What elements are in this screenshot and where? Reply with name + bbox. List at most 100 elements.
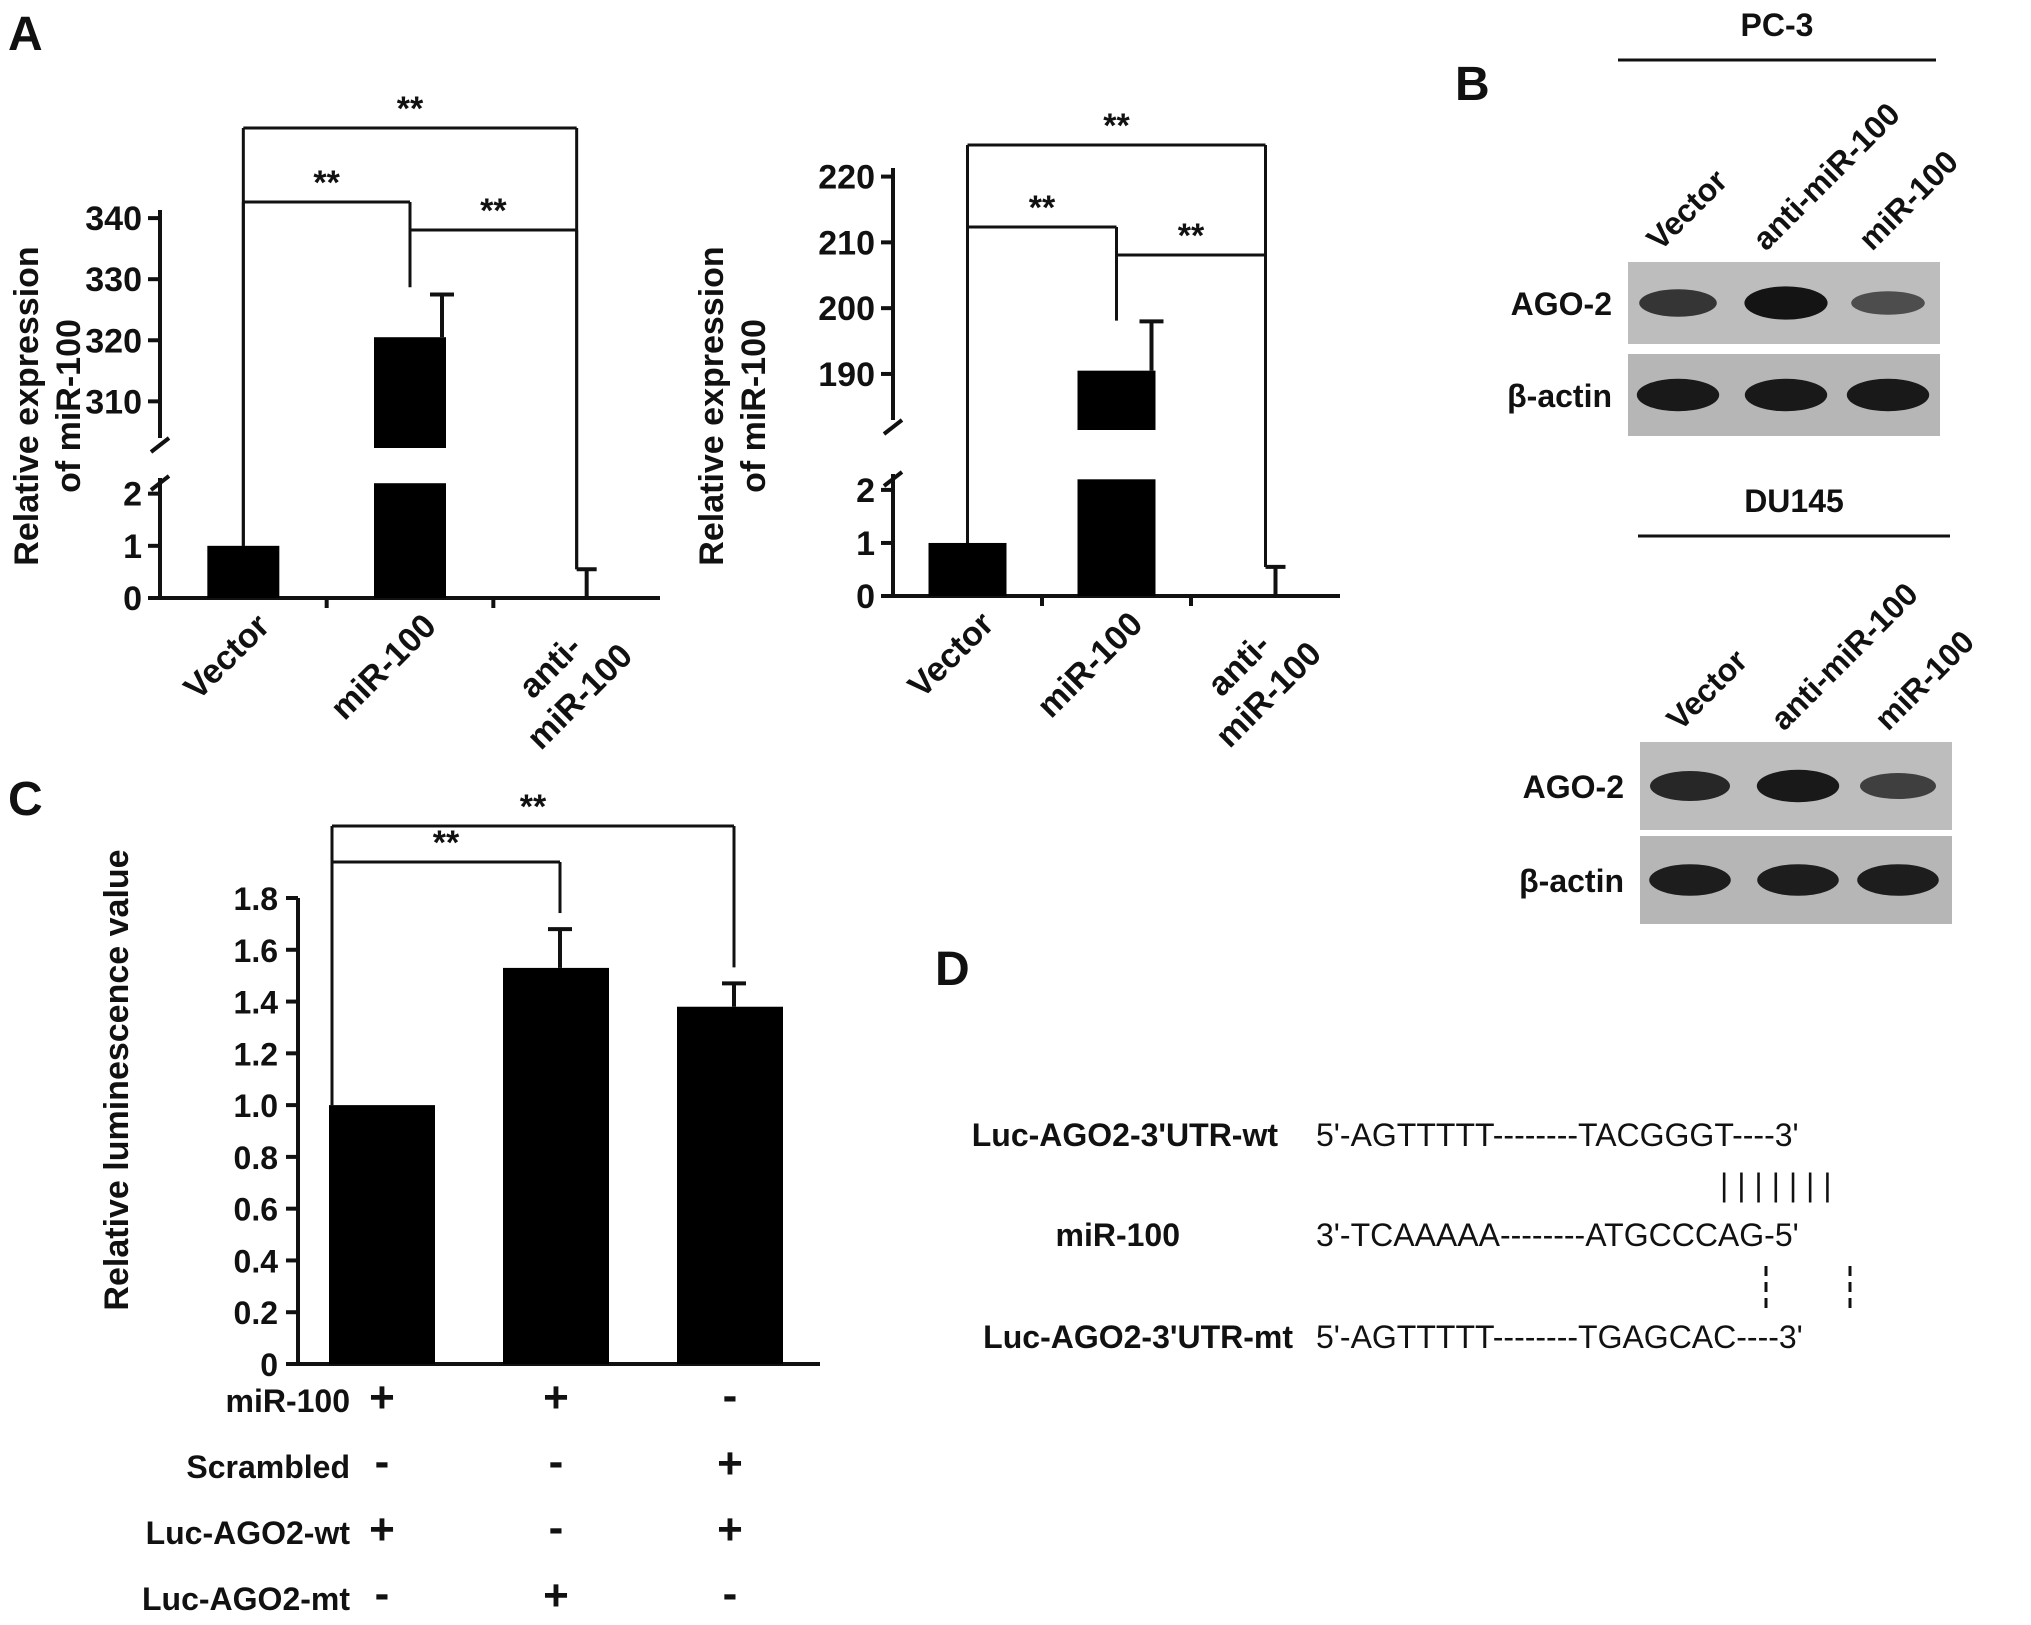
y-tick-label: 0.6 [234,1192,278,1228]
bar-upper-segment [374,337,446,448]
lane-label: Vector [1639,162,1734,257]
blot-band [1744,378,1828,412]
bar [677,1006,783,1364]
bar [503,967,609,1364]
blot-band [1639,289,1717,317]
panel-label-c: C [8,773,43,826]
axis-break-mark-upper [149,436,171,454]
condition-sign: - [549,1503,564,1552]
wt-sequence: 5'-AGTTTTT--------TACGGGT----3' [1316,1117,1799,1153]
y-tick-label: 330 [85,261,142,299]
x-category-label: miR-100 [1030,605,1150,725]
lane-label: miR-100 [1851,143,1964,256]
significance-label: ** [433,824,460,862]
y-tick-label: 1 [856,525,875,563]
blot-band [1650,771,1730,801]
condition-sign: + [543,1571,569,1620]
y-tick-label: 2 [123,476,142,514]
panel-label-d: D [935,943,970,996]
blot-band [1757,864,1839,896]
mt-sequence: 5'-AGTTTTT--------TGAGCAC----3' [1316,1319,1803,1355]
blot-band [1860,773,1936,799]
y-tick-label: 200 [818,290,875,328]
bar-lower-segment [374,483,446,598]
condition-sign: - [723,1371,738,1420]
y-tick-label: 0 [260,1347,278,1383]
y-axis-label: Relative luminescence value [98,849,136,1310]
x-category-label: Vector [177,607,277,707]
significance-label: ** [480,192,507,230]
significance-label: ** [1103,107,1130,145]
blot-band [1851,291,1925,315]
y-tick-label: 1.2 [234,1036,278,1072]
blot-row-label: β-actin [1519,863,1624,899]
panel-label-b: B [1455,58,1490,111]
wt-label: Luc-AGO2-3'UTR-wt [972,1117,1279,1153]
blot-band [1636,378,1720,412]
significance-label: ** [520,788,547,826]
condition-sign: + [369,1505,395,1554]
significance-label: ** [397,90,424,128]
y-tick-label: 310 [85,383,142,421]
significance-label: ** [1178,217,1205,255]
blot-band [1756,769,1840,803]
blot-row-label: AGO-2 [1523,769,1624,805]
lane-label: Vector [1659,642,1754,737]
significance-label: ** [313,164,340,202]
blot-band [1744,286,1828,320]
y-tick-label: 0 [856,578,875,616]
cell-line-label: DU145 [1744,483,1844,519]
condition-row-label: Luc-AGO2-wt [146,1515,351,1551]
x-category-label-line: Vector [901,605,1001,705]
chart-a-right: 0 1 2 190 200 210 220 Vector miR-100 anti-miR-100… [693,107,1340,755]
bar [928,542,1007,596]
axis-break-mark-upper [882,418,904,436]
cell-line-label: PC-3 [1741,7,1814,43]
condition-row-label: miR-100 [226,1383,351,1419]
y-tick-label: 0.2 [234,1295,278,1331]
condition-sign: - [375,1437,390,1486]
x-category-label: anti-miR-100 [490,607,640,757]
y-axis-label-line: of miR-100 [50,319,88,493]
y-axis-label: Relative expression of miR-100 [8,246,88,565]
y-tick-label: 1.8 [234,881,278,917]
y-tick-label: 340 [85,200,142,238]
y-tick-label: 220 [818,159,875,197]
y-tick-label: 1.4 [234,985,279,1021]
sequence-alignment: Luc-AGO2-3'UTR-wt 5'-AGTTTTT--------TACG… [972,1117,1852,1355]
condition-table: miR-100 + + -Scrambled - - +Luc-AGO2-wt + - +Luc-… [142,1371,743,1620]
condition-sign: + [717,1439,743,1488]
condition-row-label: Luc-AGO2-mt [142,1581,350,1617]
y-tick-label: 0 [123,580,142,618]
bar [329,1105,435,1364]
condition-sign: + [543,1373,569,1422]
y-tick-label: 0.4 [234,1243,279,1279]
mt-label: Luc-AGO2-3'UTR-mt [983,1319,1293,1355]
chart-a-left: 0 1 2 310 320 330 340 Vector miR-100 anti-miR-100… [8,90,660,757]
x-category-label: miR-100 [323,607,443,727]
y-axis-label-line: Relative expression [8,246,46,565]
mir-sequence: 3'-TCAAAAA--------ATGCCCAG-5' [1316,1217,1799,1253]
condition-sign: - [723,1569,738,1618]
blot-row-label: β-actin [1507,378,1612,414]
mir-label: miR-100 [1056,1217,1181,1253]
axis-break-mark-lower [882,470,904,488]
x-category-label-line: Vector [177,607,277,707]
y-tick-label: 320 [85,322,142,360]
y-axis-label-line: of miR-100 [735,319,773,493]
x-category-label-line: miR-100 [1030,605,1150,725]
y-axis-label: Relative expression of miR-100 [693,246,773,565]
y-tick-label: 1 [123,528,142,566]
pairing-lines: | | | | | | | [1720,1167,1832,1203]
condition-sign: - [549,1437,564,1486]
blot-band [1846,378,1930,412]
y-tick-label: 190 [818,356,875,394]
axis-break-mark-lower [149,474,171,492]
condition-row-label: Scrambled [186,1449,350,1485]
panel-label-a: A [8,8,43,61]
blot-row-label: AGO-2 [1511,286,1612,322]
